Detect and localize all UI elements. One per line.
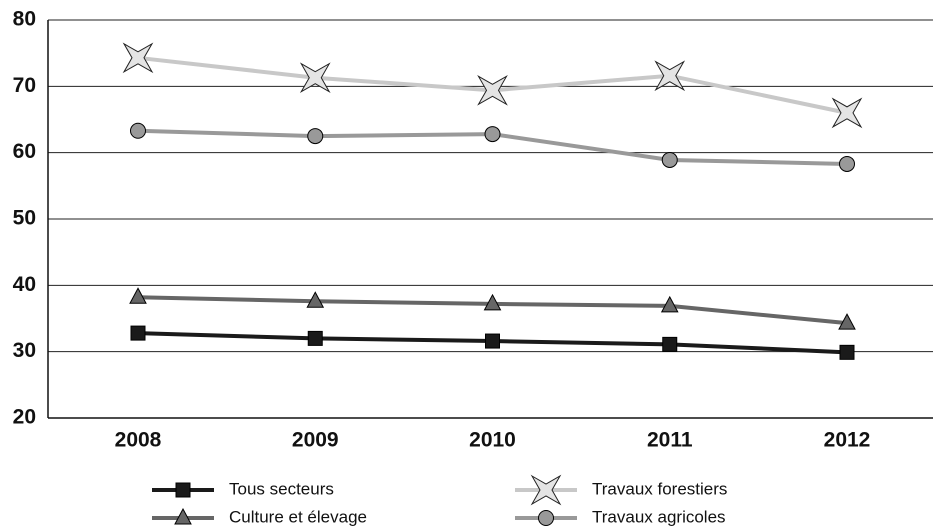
marker xyxy=(306,291,325,308)
marker xyxy=(839,155,855,172)
legend-label: Culture et élevage xyxy=(229,507,367,526)
x-tick-label: 2009 xyxy=(292,429,339,452)
marker xyxy=(530,474,562,506)
y-tick-label: 30 xyxy=(13,339,36,362)
x-tick-label: 2012 xyxy=(824,429,871,452)
y-tick-label: 20 xyxy=(13,406,36,429)
marker xyxy=(130,122,146,139)
marker xyxy=(483,293,502,311)
legend-label: Travaux agricoles xyxy=(592,507,726,526)
x-tick-label: 2010 xyxy=(469,429,516,452)
y-tick-label: 70 xyxy=(13,74,36,97)
y-tick-label: 80 xyxy=(13,8,36,31)
marker xyxy=(839,344,855,360)
y-tick-label: 50 xyxy=(13,207,36,230)
marker xyxy=(660,295,679,313)
y-tick-label: 40 xyxy=(13,273,36,296)
marker xyxy=(299,62,331,94)
marker xyxy=(831,97,863,129)
marker xyxy=(661,151,678,168)
marker xyxy=(838,313,856,330)
marker xyxy=(485,333,500,349)
marker xyxy=(129,287,147,304)
legend-label: Tous secteurs xyxy=(229,479,334,498)
marker xyxy=(130,325,146,341)
x-tick-label: 2008 xyxy=(115,429,162,452)
x-tick-label: 2011 xyxy=(647,429,693,452)
y-tick-label: 60 xyxy=(13,140,36,163)
marker xyxy=(174,507,192,525)
marker xyxy=(307,128,324,145)
marker xyxy=(484,126,501,143)
marker xyxy=(662,336,678,352)
marker xyxy=(122,42,154,74)
marker xyxy=(654,60,686,92)
marker xyxy=(477,74,508,106)
marker xyxy=(307,330,323,346)
marker xyxy=(175,482,191,498)
marker xyxy=(538,510,554,526)
legend-label: Travaux forestiers xyxy=(592,479,727,498)
